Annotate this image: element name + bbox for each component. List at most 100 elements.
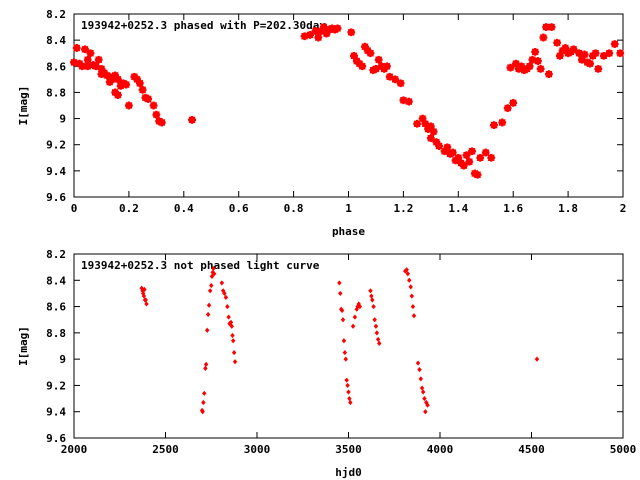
data-point — [415, 360, 421, 366]
data-point — [201, 399, 206, 406]
y-tick-label: 9.2 — [46, 379, 66, 392]
data-point — [509, 98, 518, 107]
data-point — [341, 338, 347, 344]
y-axis-label: I[mag] — [17, 86, 30, 126]
data-point — [86, 49, 95, 58]
data-point — [219, 280, 225, 286]
data-point — [594, 64, 603, 73]
y-tick-label: 8.6 — [46, 60, 66, 73]
data-point — [616, 49, 625, 58]
data-point — [225, 303, 230, 310]
data-point — [203, 361, 209, 367]
data-point — [232, 359, 238, 365]
data-point — [348, 399, 353, 406]
y-tick-label: 8.4 — [46, 274, 66, 287]
y-tick-label: 8.2 — [46, 8, 66, 21]
data-point — [203, 365, 208, 371]
data-point — [610, 40, 619, 49]
data-point — [586, 59, 595, 68]
data-point — [591, 49, 600, 58]
chart-panel-2: 2000 2500 3000 3500 4000 4500 5000 8.2 8.4 8.6 8.8… — [17, 248, 636, 479]
data-point — [473, 170, 482, 179]
data-point — [533, 57, 542, 66]
data-point — [231, 338, 236, 344]
y-tick-label: 9.4 — [46, 165, 66, 178]
data-point — [547, 23, 556, 32]
y-tick-label: 9.6 — [46, 191, 66, 204]
x-tick-label: 0.4 — [174, 202, 194, 215]
data-point — [333, 24, 342, 33]
data-point — [138, 85, 147, 94]
y-tick-label: 9 — [59, 353, 66, 366]
data-point — [347, 395, 352, 402]
x-tick-label: 1.6 — [503, 202, 523, 215]
data-point — [489, 121, 498, 130]
x-tick-label: 3500 — [335, 443, 362, 456]
data-point — [149, 101, 158, 110]
x-tick-label: 5000 — [610, 443, 637, 456]
data-point — [370, 297, 375, 303]
data-point — [94, 55, 103, 64]
y-tick-label: 8.4 — [46, 34, 66, 47]
x-tick-label: 0.6 — [229, 202, 249, 215]
data-point — [417, 367, 422, 373]
y-tick-label: 9 — [59, 113, 66, 126]
data-point — [230, 332, 235, 339]
data-point — [396, 79, 405, 88]
data-point — [369, 293, 374, 299]
data-point — [206, 302, 212, 308]
y-tick-label: 8.2 — [46, 248, 66, 261]
y-tick-label: 9.2 — [46, 139, 66, 152]
x-tick-label: 2500 — [152, 443, 179, 456]
data-point — [226, 314, 231, 320]
x-tick-label: 1.4 — [448, 202, 468, 215]
data-point — [539, 33, 548, 42]
data-point — [205, 327, 210, 333]
data-point — [113, 91, 122, 100]
data-point — [342, 349, 348, 356]
data-point — [371, 303, 376, 310]
data-point — [72, 43, 81, 52]
data-point — [124, 101, 133, 110]
data-point — [418, 376, 423, 382]
plot-frame — [73, 253, 624, 439]
data-point — [373, 323, 379, 329]
data-point — [343, 356, 348, 362]
chart-title: 193942+0252.3 not phased light curve — [81, 259, 320, 272]
data-point — [144, 94, 153, 103]
data-point — [419, 385, 425, 391]
data-point — [468, 147, 477, 156]
data-point — [157, 118, 166, 127]
data-point — [420, 389, 426, 395]
data-point — [382, 62, 391, 71]
data-point — [409, 293, 415, 299]
data-point — [375, 336, 381, 343]
data-point — [368, 288, 373, 294]
data-point — [372, 317, 377, 323]
y-axis-label: I[mag] — [17, 326, 30, 366]
x-tick-label: 2 — [620, 202, 627, 215]
x-tick-label: 4000 — [427, 443, 454, 456]
data-point — [350, 323, 356, 329]
data-point — [423, 409, 428, 415]
data-point — [465, 157, 474, 166]
x-axis-label: hjd0 — [335, 466, 362, 479]
y-tick-label: 9.4 — [46, 406, 66, 419]
data-point — [347, 28, 356, 37]
data-point — [202, 390, 207, 396]
data-point — [338, 290, 343, 297]
data-point — [544, 70, 553, 79]
data-point — [352, 314, 358, 320]
data-point — [231, 349, 237, 356]
data-point — [404, 97, 413, 106]
x-tick-label: 0.2 — [119, 202, 139, 215]
data-point — [498, 118, 507, 127]
x-tick-label: 2000 — [61, 443, 88, 456]
data-point — [407, 277, 412, 283]
data-point — [209, 282, 214, 289]
data-point — [536, 64, 545, 73]
x-tick-label: 1 — [345, 202, 352, 215]
data-point — [487, 153, 496, 162]
data-point — [374, 330, 380, 336]
